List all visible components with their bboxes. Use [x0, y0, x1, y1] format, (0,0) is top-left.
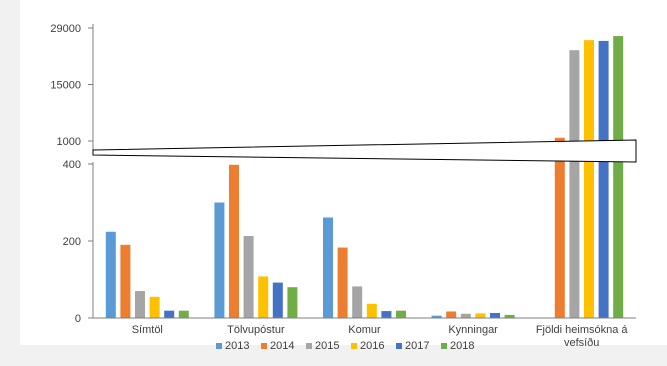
bar-komur-2015 — [352, 286, 363, 318]
bar-kynningar-2015 — [460, 313, 471, 318]
axis-break-wedge — [92, 139, 637, 163]
legend-swatch-2017 — [396, 343, 402, 349]
bar-simtol-2017 — [164, 310, 175, 318]
category-label-kynningar: Kynningar — [448, 324, 498, 336]
legend-swatch-2016 — [351, 343, 357, 349]
bar-komur-2013 — [323, 217, 333, 318]
bar-tolvupostur-2014 — [229, 164, 239, 318]
legend-swatch-2015 — [306, 343, 312, 349]
bar-fjoldi-heimsokna-a-vefsi-u-2016 — [584, 40, 594, 318]
bar-kynningar-2018 — [504, 314, 515, 318]
legend-label-2014: 2014 — [270, 340, 294, 352]
bar-fjoldi-heimsokna-a-vefsi-u-2017 — [598, 40, 609, 319]
bar-komur-2018 — [396, 310, 406, 318]
lower-y-tick-label: 200 — [63, 236, 81, 248]
legend-label-2017: 2017 — [405, 340, 429, 352]
upper-y-tick-label: 29000 — [50, 23, 81, 35]
bar-simtol-2015 — [135, 291, 145, 318]
upper-y-ticks: 1000 15000 29000 — [50, 23, 93, 148]
bar-tolvupostur-2018 — [287, 287, 298, 318]
legend-label-2018: 2018 — [450, 340, 474, 352]
legend-label-2013: 2013 — [225, 340, 249, 352]
bar-kynningar-2013 — [431, 315, 442, 318]
bar-simtol-2016 — [149, 296, 160, 318]
bar-fjoldi-heimsokna-a-vefsi-u-2014 — [554, 137, 565, 318]
upper-y-tick-label: 1000 — [57, 136, 81, 148]
bars-layer — [105, 36, 624, 319]
bar-tolvupostur-2016 — [258, 276, 269, 318]
category-label-komur: Komur — [348, 324, 381, 336]
category-label-fjoldi-heimsokna-a-vefsi-u: vefsíðu — [564, 337, 599, 349]
legend-label-2016: 2016 — [360, 340, 384, 352]
upper-y-tick-label: 15000 — [50, 80, 81, 92]
legend-swatch-2018 — [441, 343, 447, 349]
bar-simtol-2014 — [120, 244, 131, 318]
legend: 2013 2014 2015 2016 2017 2018 — [216, 340, 474, 352]
category-label-tolvupostur: Tölvupóstur — [227, 324, 285, 336]
category-label-simtol: Símtöl — [132, 324, 163, 336]
bar-kynningar-2017 — [490, 312, 500, 318]
bar-tolvupostur-2015 — [243, 235, 254, 318]
legend-swatch-2013 — [216, 343, 222, 349]
category-labels: Símtöl Tölvupóstur Komur Kynningar Fjöldi he… — [132, 324, 629, 349]
bar-komur-2016 — [366, 303, 377, 318]
bar-komur-2014 — [337, 247, 348, 318]
bar-simtol-2018 — [178, 310, 189, 318]
bar-komur-2017 — [381, 311, 392, 318]
lower-y-tick-label: 0 — [75, 313, 81, 325]
lower-y-tick-label: 400 — [63, 159, 81, 171]
bar-tolvupostur-2013 — [214, 202, 225, 318]
legend-label-2015: 2015 — [315, 340, 339, 352]
bar-fjoldi-heimsokna-a-vefsi-u-2015 — [569, 50, 580, 318]
legend-swatch-2014 — [261, 343, 267, 349]
bar-fjoldi-heimsokna-a-vefsi-u-2018 — [613, 36, 624, 318]
bar-tolvupostur-2017 — [272, 282, 283, 318]
category-label-fjoldi-heimsokna-a-vefsi-u: Fjöldi heimsókna á — [536, 324, 629, 336]
bar-simtol-2013 — [105, 231, 116, 318]
bar-kynningar-2014 — [446, 311, 457, 318]
lower-y-ticks: 0 200 400 — [63, 159, 93, 325]
bar-kynningar-2016 — [475, 313, 486, 318]
